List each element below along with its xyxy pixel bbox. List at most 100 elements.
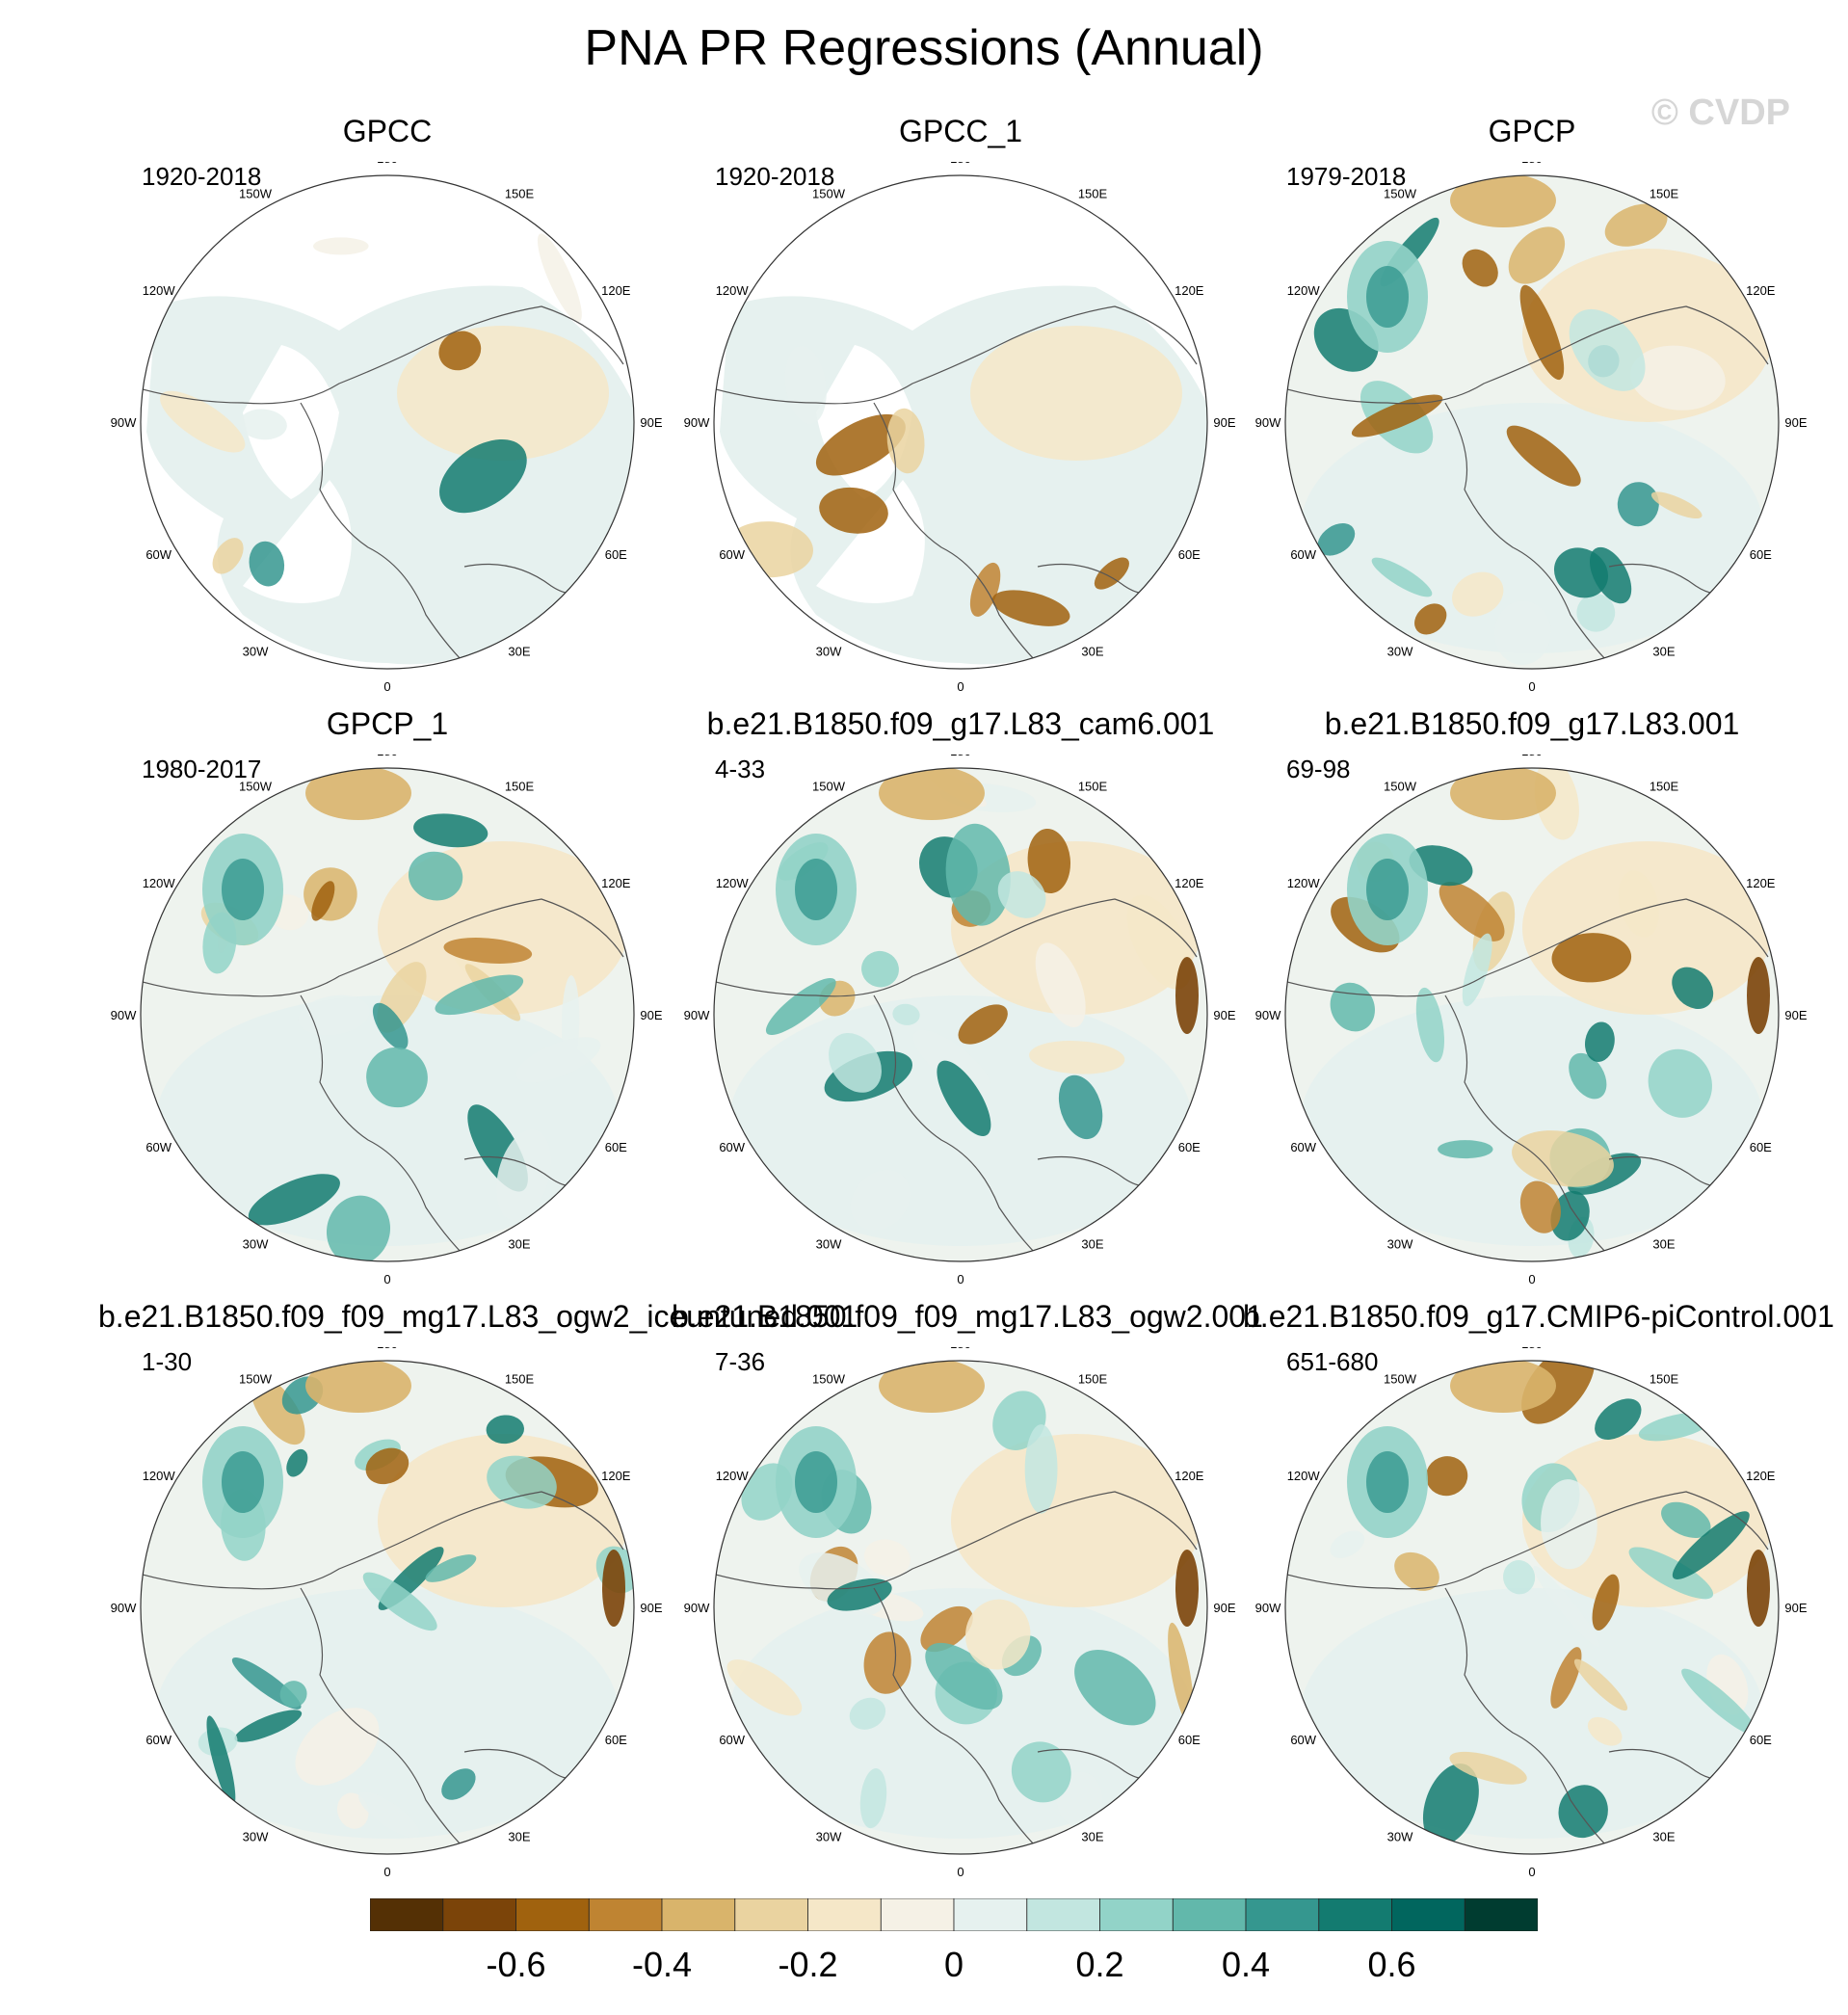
lon-label: 90W [111, 1601, 137, 1615]
field-blob [1503, 1560, 1536, 1595]
field-blob [1422, 1763, 1479, 1845]
lon-label: 60W [719, 1140, 745, 1154]
field-blob [1648, 1048, 1712, 1118]
field-blob [1672, 967, 1714, 1009]
field-blob [937, 1060, 991, 1136]
field-blob [1450, 768, 1556, 820]
lon-label: 30W [816, 644, 842, 658]
field-blob [1439, 882, 1505, 941]
field-blob [486, 1415, 524, 1445]
field-blob [1371, 557, 1433, 597]
lon-label: 0 [1528, 1865, 1535, 1879]
colorbar-tick-label: 0.6 [1367, 1945, 1416, 1984]
coastline [873, 994, 1039, 1257]
field-blob [969, 562, 1001, 617]
colorbar-box [588, 1898, 663, 1931]
field-blob [958, 1004, 1008, 1045]
lon-label: 30W [816, 1236, 842, 1251]
lon-label: 90W [1255, 1008, 1281, 1022]
colorbar-tick-label: 0 [943, 1945, 964, 1984]
field-blob [311, 881, 335, 921]
lon-label: 150E [505, 1372, 535, 1387]
map-boundary [713, 1360, 1208, 1855]
field-blob [1519, 284, 1565, 381]
lon-label: 120E [601, 1469, 631, 1483]
colorbar-box [807, 1898, 882, 1931]
field-blob [1011, 1741, 1071, 1803]
field-blob [1317, 523, 1356, 556]
colorbar-box [370, 1898, 444, 1931]
field-blob [1452, 571, 1504, 617]
lon-label: 60W [145, 547, 172, 562]
lon-label: 0 [383, 679, 390, 694]
lon-label: 30E [508, 1236, 530, 1251]
lon-label: 120W [1287, 1469, 1321, 1483]
field-blob [726, 1659, 803, 1716]
field-blob [295, 1708, 380, 1786]
lon-label: 30W [1387, 1829, 1413, 1843]
lon-label: 120W [716, 283, 750, 298]
polar-map: 180 150E 120E 90E 60E 30E 0 30W 60W 90W 120W 150W [111, 1347, 663, 1879]
lon-label: 180 [950, 755, 971, 758]
field-blob [1029, 1041, 1125, 1074]
panel-period: 651-680 [1286, 1347, 1379, 1376]
lon-label: 90E [640, 415, 662, 430]
lon-label: 0 [1528, 679, 1535, 694]
field-blob [1512, 1130, 1614, 1187]
lon-label: 120E [1175, 876, 1204, 890]
lon-label: 120E [601, 283, 631, 298]
coastline [1285, 1491, 1769, 1590]
cvdp-watermark: © CVDP [1650, 93, 1790, 133]
coastline [300, 402, 465, 664]
coastline [1285, 898, 1769, 997]
map-panel: b.e21.B1850.f09_f09_mg17.L83_ogw2.001 7-3… [672, 1299, 1263, 1896]
field-blob [863, 1539, 911, 1578]
lon-label: 0 [957, 679, 964, 694]
colorbar-box [1172, 1898, 1247, 1931]
lon-label: 90W [684, 1601, 710, 1615]
field-blob [239, 409, 287, 440]
field-blob [1462, 249, 1498, 287]
lon-label: 30E [1652, 1829, 1675, 1843]
field-blob [1462, 933, 1492, 1007]
lon-label: 150E [1078, 780, 1108, 794]
coastline [1444, 994, 1610, 1257]
lon-label: 120E [1175, 1469, 1204, 1483]
lon-label: 0 [957, 1272, 964, 1286]
field-blob [1569, 308, 1646, 391]
colorbar-box [1391, 1898, 1465, 1931]
figure-title: PNA PR Regressions (Annual) [584, 20, 1264, 76]
coastline [714, 305, 1198, 405]
field-blob [1522, 1434, 1773, 1607]
field-blob [279, 1681, 307, 1708]
field-blob [827, 1578, 892, 1611]
field-blob [951, 1434, 1201, 1607]
map-boundary [1284, 767, 1780, 1262]
ocean-mask [243, 345, 339, 499]
lon-label: 60W [719, 547, 745, 562]
field-blob [1619, 870, 1659, 938]
lon-label: 150W [812, 1372, 846, 1387]
lon-label: 30W [816, 1829, 842, 1843]
field-blob [879, 1361, 985, 1413]
field-blob [925, 1642, 1003, 1710]
lon-label: 60E [605, 1140, 627, 1154]
coastline [141, 305, 624, 405]
lon-label: 60W [145, 1733, 172, 1747]
coastline [1444, 1587, 1610, 1849]
field-blob [1449, 1751, 1527, 1785]
lon-label: 30E [1081, 644, 1103, 658]
field-blob [439, 438, 527, 514]
lon-label: 120E [1175, 283, 1204, 298]
field-blob [313, 237, 369, 255]
colorbar-box [734, 1898, 808, 1931]
field-blob [1366, 859, 1409, 920]
lon-label: 180 [1521, 1347, 1543, 1351]
map-boundary [713, 767, 1208, 1262]
lon-label: 90W [111, 1008, 137, 1022]
colorbar-box [1026, 1898, 1100, 1931]
field-blob [863, 1631, 911, 1694]
field-blob [1587, 1716, 1623, 1746]
field-blob [1094, 557, 1129, 590]
lon-label: 150E [1078, 187, 1108, 201]
